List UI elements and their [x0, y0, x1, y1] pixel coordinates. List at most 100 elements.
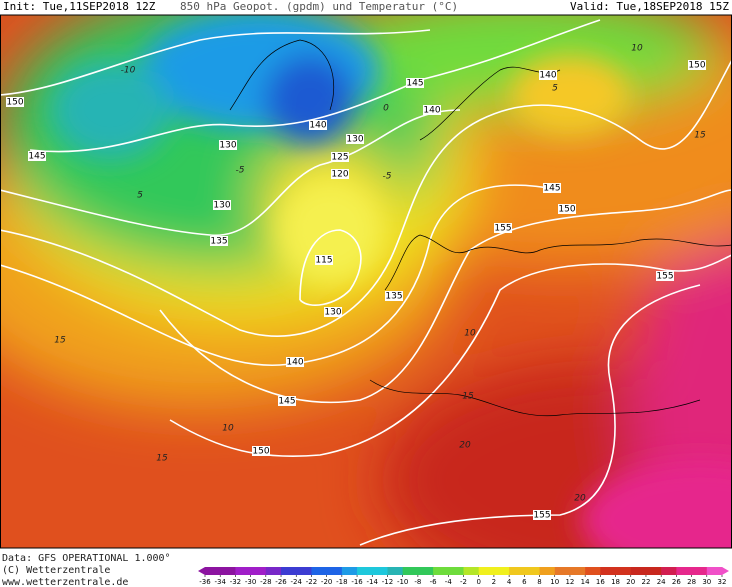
colorbar-swatch — [372, 567, 388, 575]
label-background — [331, 169, 349, 179]
geopotential-label: 130 — [324, 308, 341, 318]
geopotential-label: 125 — [331, 153, 348, 163]
geopotential-label: 150 — [688, 61, 705, 71]
colorbar-swatch — [676, 567, 693, 575]
colorbar-swatch — [585, 567, 601, 575]
colorbar-swatch — [341, 567, 358, 575]
temperature-label: 15 — [156, 454, 168, 464]
label-background — [656, 271, 674, 281]
label-background — [346, 134, 364, 144]
label-background — [331, 152, 349, 162]
colorbar-swatch — [706, 567, 723, 575]
label-background — [315, 255, 333, 265]
colorbar-tick-label: -12 — [382, 578, 393, 586]
colorbar-tick-label: 10 — [550, 578, 559, 586]
label-background — [278, 396, 296, 406]
colorbar-swatch — [524, 567, 541, 575]
label-background — [533, 510, 551, 520]
geopotential-label: 150 — [6, 98, 23, 108]
website: www.wetterzentrale.de — [2, 577, 128, 587]
temperature-label: -5 — [236, 166, 245, 176]
colorbar-swatch — [509, 567, 525, 575]
label-background — [219, 140, 237, 150]
colorbar-swatch — [433, 567, 449, 575]
colorbar-tick-label: -22 — [306, 578, 317, 586]
geopotential-label: 145 — [28, 152, 45, 162]
geopotential-label: 135 — [210, 237, 227, 247]
colorbar-arrow-left — [198, 567, 205, 575]
label-background — [28, 151, 46, 161]
colorbar-tick-label: 2 — [492, 578, 496, 586]
copyright: (C) Wetterzentrale — [2, 565, 110, 576]
colorbar-swatch — [661, 567, 677, 575]
colorbar-tick-label: -2 — [460, 578, 467, 586]
geopotential-contours — [0, 19, 732, 546]
temperature-label: 0 — [383, 104, 389, 114]
init-time: Init: Tue,11SEP2018 12Z — [3, 0, 156, 13]
geopotential-label: 150 — [558, 205, 575, 215]
temperature-label: -5 — [383, 172, 392, 182]
colorbar-swatch — [402, 567, 419, 575]
colorbar-tick-label: -6 — [430, 578, 438, 586]
label-background — [324, 307, 342, 317]
colorbar-tick-label: 16 — [596, 578, 605, 586]
label-background — [6, 97, 24, 107]
valid-time: Valid: Tue,18SEP2018 15Z — [570, 0, 729, 13]
label-background — [385, 291, 403, 301]
colorbar-swatch — [205, 567, 221, 575]
label-background — [213, 200, 231, 210]
label-background — [309, 120, 327, 130]
colorbar-tick-label: 24 — [657, 578, 666, 586]
temperature-label: 5 — [552, 84, 558, 94]
colorbar-tick-label: -16 — [351, 578, 363, 586]
geopotential-label: 140 — [309, 121, 326, 131]
data-source: Data: GFS OPERATIONAL 1.000° — [2, 553, 171, 564]
colorbar-tick-label: 26 — [672, 578, 681, 586]
label-background — [688, 60, 706, 70]
colorbar-swatch — [235, 567, 252, 575]
geopotential-label: 130 — [213, 201, 230, 211]
geopotential-label: 135 — [385, 292, 402, 302]
temperature-label: 5 — [137, 191, 143, 201]
colorbar-tick-label: -32 — [230, 578, 241, 586]
map-title: 850 hPa Geopot. (gpdm) und Temperatur (°… — [180, 0, 458, 13]
geopotential-label: 155 — [533, 511, 550, 521]
geopotential-label: 145 — [543, 184, 560, 194]
colorbar-tick-label: 28 — [687, 578, 696, 586]
colorbar-tick-label: 6 — [522, 578, 527, 586]
colorbar-swatch — [311, 567, 328, 575]
colorbar-swatch — [645, 567, 662, 575]
colorbar-swatch — [387, 567, 404, 575]
geopotential-label: 150 — [252, 447, 269, 457]
colorbar-tick-label: 0 — [476, 578, 480, 586]
colorbar-tick-label: -30 — [245, 578, 256, 586]
label-background — [252, 446, 270, 456]
geopotential-label: 145 — [406, 79, 423, 89]
colorbar-tick-label: -36 — [199, 578, 211, 586]
temperature-label: 20 — [459, 441, 471, 451]
geopotential-label: 145 — [278, 397, 295, 407]
colorbar-swatch — [417, 567, 434, 575]
colorbar-tick-label: -18 — [336, 578, 347, 586]
geopotential-label: 130 — [219, 141, 236, 151]
label-background — [494, 223, 512, 233]
colorbar-swatch — [357, 567, 373, 575]
colorbar-tick-label: -34 — [214, 578, 226, 586]
colorbar-swatch — [250, 567, 267, 575]
temperature-label: 10 — [631, 44, 643, 54]
colorbar-swatch — [630, 567, 647, 575]
colorbar-swatch — [220, 567, 236, 575]
colorbar-tick-label: -14 — [367, 578, 379, 586]
label-background — [286, 357, 304, 367]
colorbar-swatch — [615, 567, 632, 575]
colorbar-tick-label: -20 — [321, 578, 332, 586]
colorbar-arrow-right — [722, 567, 729, 575]
label-background — [543, 183, 561, 193]
label-background — [406, 78, 424, 88]
geopotential-label: 155 — [494, 224, 511, 234]
colorbar-swatch — [326, 567, 343, 575]
colorbar-tick-label: -24 — [291, 578, 303, 586]
colorbar-tick-label: 8 — [537, 578, 541, 586]
